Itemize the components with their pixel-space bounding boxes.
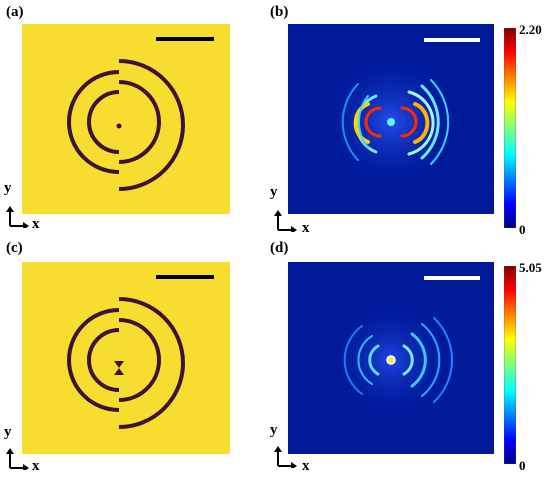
colorbar-min-label-b: 0 <box>519 222 526 237</box>
center-hotspot <box>386 355 396 365</box>
panel-c-structure-image <box>22 262 230 454</box>
panel-a-label: (a) <box>6 4 24 20</box>
panel-c-label: (c) <box>6 240 23 256</box>
right-outer-ring <box>118 297 185 429</box>
y-axis-label-c: y <box>4 424 12 440</box>
panel-b-label: (b) <box>270 4 289 20</box>
axis-arrows-d <box>274 446 297 468</box>
bowtie-bottom <box>114 368 124 375</box>
slit-rings <box>67 297 185 429</box>
left-inner-ring <box>87 328 120 392</box>
left-outer-ring <box>67 308 120 412</box>
left-outer-ring <box>67 70 120 174</box>
x-axis-label-a: x <box>32 216 40 232</box>
colorbar-min-label-d: 0 <box>519 458 526 473</box>
scale-bar <box>424 276 480 280</box>
gold-substrate <box>22 24 230 214</box>
bowtie-top <box>114 361 124 368</box>
panel-d-label: (d) <box>270 240 289 256</box>
panel-a-structure-image <box>22 24 230 214</box>
x-axis-label-b: x <box>302 220 310 236</box>
y-axis-label-a: y <box>4 180 12 196</box>
axis-arrows-b <box>274 210 297 232</box>
field-rings <box>343 317 453 403</box>
panel-d-field-map <box>288 262 494 454</box>
colorbar-d <box>504 266 516 464</box>
right-outer-ring <box>118 59 185 191</box>
center-dot <box>116 123 122 129</box>
right-inner-ring <box>118 318 161 402</box>
right-inner-ring <box>118 80 161 164</box>
y-axis-label-d: y <box>270 422 278 438</box>
left-inner-ring <box>87 90 120 154</box>
field-rings <box>341 79 450 165</box>
y-axis-label-b: y <box>270 184 278 200</box>
axis-arrows-c <box>6 448 29 470</box>
x-axis-label-c: x <box>32 458 40 474</box>
colorbar-max-label-b: 2.20 <box>519 22 542 37</box>
x-axis-label-d: x <box>302 458 310 474</box>
axis-arrows-a <box>6 206 29 228</box>
slit-rings <box>67 59 185 191</box>
colorbar-max-label-d: 5.05 <box>519 260 542 275</box>
gold-substrate <box>22 262 230 454</box>
panel-b-field-map <box>288 24 494 214</box>
colorbar-b <box>504 28 516 228</box>
scale-bar <box>424 38 480 42</box>
scale-bar <box>156 37 214 41</box>
scale-bar <box>156 275 214 279</box>
center-hotspot <box>387 118 395 126</box>
